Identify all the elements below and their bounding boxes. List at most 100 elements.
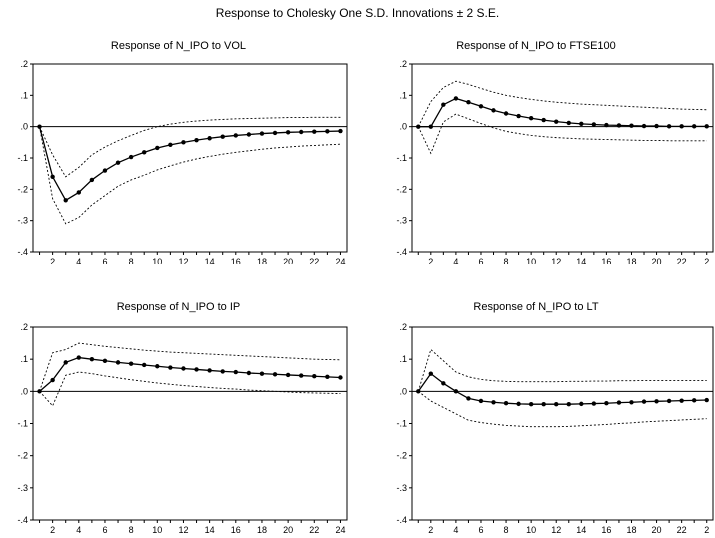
x-tick-label: 22: [309, 525, 319, 533]
upper-band-line: [417, 348, 707, 392]
response-point: [478, 104, 484, 109]
response-point: [115, 360, 121, 365]
x-tick-label: 12: [551, 257, 561, 264]
plot-frame: [32, 63, 348, 253]
response-point: [285, 130, 291, 135]
x-tick-label: 14: [205, 525, 215, 533]
response-point: [37, 124, 42, 129]
response-point: [591, 122, 597, 127]
response-point: [220, 369, 225, 374]
y-tick-label: -.1: [17, 419, 28, 429]
response-point: [516, 401, 521, 407]
response-point: [654, 399, 659, 404]
lower-band-line: [417, 113, 707, 155]
x-tick-label: 8: [504, 525, 509, 533]
response-point: [491, 108, 496, 113]
response-point: [76, 190, 81, 195]
y-tick-label: .1: [20, 354, 28, 364]
x-tick-label: 2: [704, 525, 709, 533]
response-point: [272, 130, 278, 136]
response-point: [128, 361, 134, 366]
response-point: [194, 367, 199, 372]
response-point: [115, 160, 121, 165]
x-tick-label: 12: [178, 257, 188, 264]
response-point: [503, 111, 509, 116]
y-tick-label: .2: [399, 322, 407, 332]
x-tick-label: 22: [677, 257, 687, 264]
x-tick-label: 20: [283, 525, 293, 533]
response-point: [63, 198, 68, 203]
y-tick-label: .2: [399, 59, 407, 69]
chart-title: Response of N_IPO to FTSE100: [456, 40, 616, 52]
response-point: [704, 397, 709, 403]
response-point: [50, 377, 55, 383]
x-tick-label: 6: [478, 525, 483, 533]
response-point: [554, 402, 559, 407]
x-tick-label: 20: [652, 257, 662, 264]
response-point: [503, 401, 509, 406]
chart-svg: .2.1.0-.1-.2-.3-.42 4 6 8 10 12 14 16 18 20 22 24: [17, 59, 348, 267]
response-point: [604, 122, 609, 128]
y-tick-label: .1: [399, 354, 407, 364]
figure-title: Response to Cholesky One S.D. Innovation…: [215, 6, 500, 20]
response-point: [168, 142, 173, 148]
y-tick-label: -.4: [396, 515, 407, 525]
y-tick-label: .0: [20, 386, 28, 396]
x-tick-label: 10: [526, 257, 536, 264]
x-tick-label: 10: [526, 525, 536, 533]
x-tick-label: 22: [677, 525, 687, 533]
y-tick-label: -.2: [396, 184, 407, 194]
x-tick-label: 10: [152, 525, 162, 533]
response-point: [566, 120, 571, 126]
x-tick-label: 16: [601, 525, 611, 533]
response-point: [541, 402, 546, 407]
response-point: [528, 402, 534, 407]
x-tick-label: 2: [428, 257, 433, 264]
response-point: [181, 140, 186, 145]
response-point: [453, 96, 459, 101]
response-point: [207, 136, 212, 141]
y-tick-label: -.1: [396, 153, 407, 163]
response-point: [516, 113, 521, 119]
x-tick-label: 4: [76, 257, 81, 264]
response-point: [312, 129, 317, 134]
y-tick-label: -.2: [396, 451, 407, 461]
chart-title: Response of N_IPO to LT: [473, 301, 599, 313]
response-point: [691, 124, 697, 129]
x-tick-label: 4: [453, 257, 458, 264]
response-point: [491, 400, 496, 405]
response-point: [616, 123, 622, 128]
response-point: [63, 360, 68, 365]
response-point: [641, 123, 647, 129]
response-point: [338, 128, 343, 134]
x-tick-label: 6: [478, 257, 483, 264]
x-tick-label: 22: [309, 257, 319, 264]
y-tick-label: .0: [20, 122, 28, 132]
x-tick-label: 4: [76, 525, 81, 533]
x-tick-label: 2: [50, 525, 55, 533]
chart-panel-ftse100: Response of N_IPO to FTSE100 .2 .1 .0 -.1 -.…: [357, 36, 715, 267]
response-point: [629, 123, 634, 128]
x-tick-label: 14: [576, 257, 586, 264]
x-tick-label: 8: [129, 525, 134, 533]
x-tick-label: 24: [335, 257, 345, 264]
response-point: [679, 398, 684, 403]
x-tick-label: 6: [102, 257, 107, 264]
response-point: [591, 401, 597, 406]
x-tick-label: 10: [152, 257, 162, 264]
x-tick-label: 18: [257, 257, 267, 264]
x-tick-label: 20: [283, 257, 293, 264]
x-tick-label: 4: [453, 525, 458, 533]
x-tick-label: 18: [626, 525, 636, 533]
x-tick-label: 2: [704, 257, 709, 264]
x-tick-label: 12: [551, 525, 561, 533]
y-tick-label: .2: [20, 59, 28, 69]
response-point: [579, 121, 584, 127]
response-point: [50, 174, 55, 179]
y-tick-label: .1: [399, 90, 407, 100]
response-point: [554, 119, 559, 124]
response-point: [233, 133, 238, 138]
y-tick-label: -.4: [17, 515, 28, 525]
x-tick-label: 14: [205, 257, 215, 264]
y-tick-label: -.4: [17, 247, 28, 257]
